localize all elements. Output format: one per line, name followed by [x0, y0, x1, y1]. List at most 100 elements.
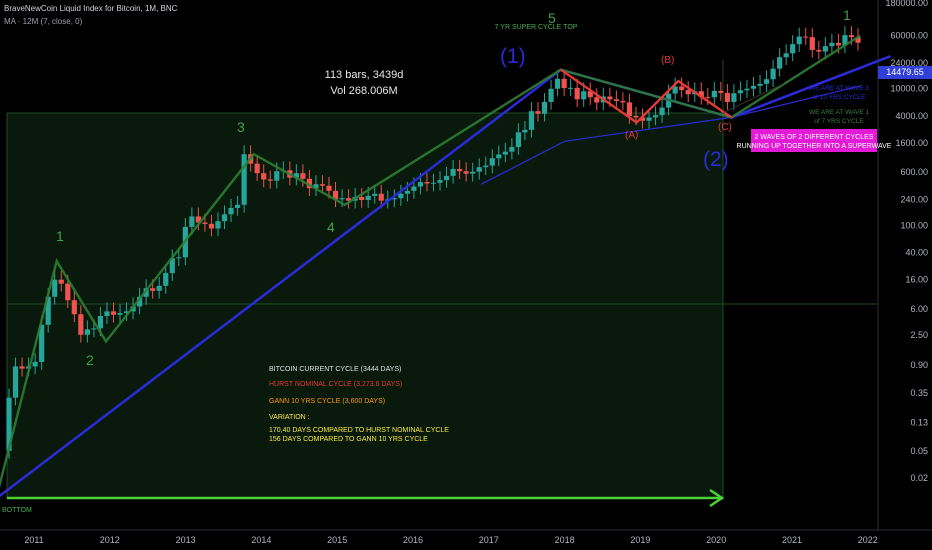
candle-body [417, 182, 424, 187]
price-tick-label: 1600.00 [895, 138, 928, 148]
candle [104, 302, 110, 324]
candle-body [104, 311, 110, 317]
candle-body [613, 99, 619, 102]
candle-body [195, 216, 201, 223]
candle [502, 142, 508, 163]
candle-body [365, 195, 371, 201]
candle [515, 123, 521, 155]
candle [189, 207, 195, 235]
price-tick-label: 6.00 [910, 304, 928, 314]
candle-body [489, 158, 495, 166]
time-tick-label: 2022 [858, 535, 878, 545]
info-variation-1: 170,40 DAYS COMPARED TO HURST NOMINAL CY… [269, 427, 449, 434]
candle-body [790, 44, 796, 54]
candle-body [737, 90, 744, 94]
info-variation-2: 156 DAYS COMPARED TO GANN 10 YRS CYCLE [269, 436, 428, 443]
time-tick-label: 2011 [24, 535, 43, 545]
candle-body [313, 184, 319, 189]
candle-body [91, 328, 97, 330]
candle [855, 28, 861, 51]
candle-body [319, 184, 326, 186]
info-hurst: HURST NOMINAL CYCLE (3,273.6 DAYS) [269, 381, 402, 388]
wave-2-label: 2 [86, 352, 94, 368]
candle-body [568, 87, 574, 89]
cycle-time-arrowhead [709, 488, 725, 508]
price-tick-label: 16.00 [905, 275, 928, 285]
candle-body [483, 165, 489, 168]
candle-body [757, 83, 763, 86]
candle-body [561, 78, 567, 89]
candle-body [306, 178, 313, 189]
candle [763, 70, 770, 92]
candle [372, 184, 378, 204]
candle [659, 98, 665, 123]
candle-body [234, 204, 241, 208]
candle-body [744, 88, 750, 91]
candle [803, 27, 809, 45]
wave-4-label: 4 [327, 219, 335, 235]
blue-channel-line [480, 85, 861, 185]
candle-body [731, 93, 737, 102]
candle [293, 164, 299, 186]
candle-body [97, 316, 104, 329]
wave-1-top-label: 1 [843, 7, 851, 23]
candle-body [763, 79, 770, 84]
candle-body [652, 115, 659, 118]
candle [346, 189, 352, 209]
candle-body [117, 313, 123, 315]
candle-body [809, 37, 815, 50]
price-tick-label: 10000.00 [890, 84, 928, 94]
candle [450, 160, 456, 184]
time-tick-label: 2016 [403, 535, 423, 545]
candle [156, 276, 162, 299]
candle-body [679, 86, 685, 90]
ma-indicator-label[interactable]: MA · 12M (7, close, 0) [4, 17, 83, 26]
candle-body [372, 193, 378, 196]
candle [783, 44, 789, 65]
candle-body [404, 190, 410, 194]
ma-line [723, 82, 785, 113]
candle-body [202, 222, 208, 224]
candle [672, 77, 678, 102]
candle-body [770, 68, 776, 80]
candle-body [430, 182, 437, 184]
price-tick-label: 0.13 [910, 417, 928, 427]
candle [58, 270, 64, 292]
candle-body [777, 57, 783, 69]
candle-body [633, 115, 639, 118]
super-cycle-top-label: 7 YR SUPER CYCLE TOP [495, 24, 578, 31]
annotations-layer: 1 2 3 4 5 1 7 YR SUPER CYCLE TOP (1) (2) (A) (B) (C… [2, 7, 892, 514]
wave-lines-layer [0, 34, 891, 508]
candle-body [724, 92, 730, 102]
candles-layer [6, 26, 861, 459]
last-price-tag: 14479.65 [878, 66, 932, 79]
price-tick-label: 4000.00 [895, 111, 928, 121]
candle-body [515, 132, 521, 148]
candle [698, 82, 704, 105]
candle [679, 77, 685, 98]
superwave-box-line1: 2 WAVES OF 2 DIFFERENT CYCLES [755, 134, 874, 141]
candle-body [750, 85, 757, 89]
wave-a-label: (A) [625, 130, 638, 141]
candle [195, 207, 201, 231]
candle-body [12, 366, 19, 398]
candle [796, 27, 802, 52]
wave-3-label: 3 [237, 119, 245, 135]
price-tick-label: 24000.00 [890, 58, 928, 68]
candle [391, 189, 397, 208]
candle [32, 353, 38, 375]
candle [215, 212, 221, 237]
price-tick-label: 40.00 [905, 248, 928, 258]
candle-body [221, 214, 228, 222]
candle [84, 320, 90, 343]
candle-body [842, 35, 848, 46]
candle-body [574, 87, 580, 100]
superwave-box-line2: RUNNING UP TOGETHER INTO A SUPERWAVE [737, 143, 892, 150]
candle-body [450, 168, 456, 176]
candle-body [391, 198, 397, 200]
candle-body [143, 288, 149, 297]
candle [809, 28, 815, 58]
wave-b-label: (B) [661, 55, 674, 66]
time-tick-label: 2012 [100, 535, 120, 545]
